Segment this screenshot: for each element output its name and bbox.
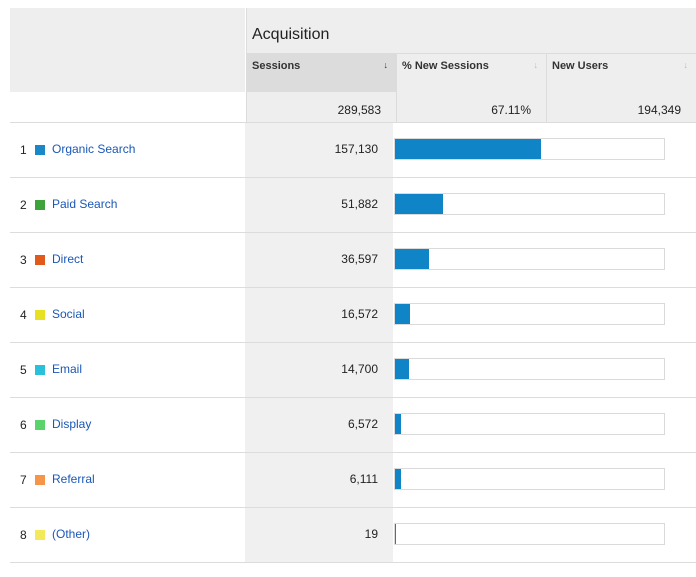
- table-row: 4 Social 16,572: [10, 288, 696, 343]
- channel-link[interactable]: Display: [52, 417, 92, 431]
- percent-bar: [394, 358, 665, 380]
- row-rank: 7: [20, 473, 27, 487]
- channel-color-swatch: [35, 145, 45, 155]
- row-rank: 8: [20, 528, 27, 542]
- column-header-sessions[interactable]: Sessions ↓: [246, 53, 396, 92]
- row-rank: 2: [20, 198, 27, 212]
- percent-bar: [394, 138, 665, 160]
- row-rank: 4: [20, 308, 27, 322]
- channel-link[interactable]: Paid Search: [52, 197, 118, 211]
- channel-link[interactable]: Direct: [52, 252, 84, 266]
- table-row: 7 Referral 6,111: [10, 453, 696, 508]
- percent-bar-fill: [395, 359, 409, 379]
- sessions-cell: 14,700: [245, 343, 393, 397]
- sessions-cell: 51,882: [245, 178, 393, 232]
- percent-bar: [394, 468, 665, 490]
- percent-bar: [394, 413, 665, 435]
- sessions-value: 16,572: [341, 307, 378, 321]
- sessions-value: 6,572: [347, 417, 378, 431]
- acquisition-table: Acquisition Sessions ↓ % New Sessions ↓ …: [10, 8, 696, 563]
- total-new-users: 194,349: [546, 92, 696, 122]
- sessions-cell: 16,572: [245, 288, 393, 342]
- row-rank: 1: [20, 143, 27, 157]
- column-label-pct-new-sessions: % New Sessions: [402, 60, 489, 72]
- sessions-cell: 6,111: [245, 453, 393, 507]
- acquisition-group-label: Acquisition: [252, 26, 330, 43]
- sessions-value: 51,882: [341, 197, 378, 211]
- arrow-down-icon[interactable]: ↓: [533, 60, 539, 70]
- sessions-value: 14,700: [341, 362, 378, 376]
- table-row: 5 Email 14,700: [10, 343, 696, 398]
- percent-bar-fill: [395, 249, 429, 269]
- table-body: 1 Organic Search 157,130 2 Paid Search 51,882…: [10, 122, 696, 563]
- dimension-header-cell: [10, 8, 245, 92]
- table-header: Acquisition Sessions ↓ % New Sessions ↓ …: [10, 8, 696, 122]
- total-pct-new-sessions: 67.11%: [396, 92, 546, 122]
- sessions-cell: 36,597: [245, 233, 393, 287]
- channel-color-swatch: [35, 530, 45, 540]
- row-rank: 5: [20, 363, 27, 377]
- channel-color-swatch: [35, 420, 45, 430]
- table-row: 1 Organic Search 157,130: [10, 123, 696, 178]
- arrow-down-icon[interactable]: ↓: [683, 60, 689, 70]
- channel-link[interactable]: Email: [52, 362, 83, 376]
- column-label-sessions: Sessions: [252, 60, 301, 72]
- percent-bar: [394, 248, 665, 270]
- table-row: 3 Direct 36,597: [10, 233, 696, 288]
- sessions-cell: 6,572: [245, 398, 393, 452]
- percent-bar-fill: [395, 469, 401, 489]
- sessions-value: 36,597: [341, 252, 378, 266]
- channel-link[interactable]: (Other): [52, 527, 91, 541]
- percent-bar: [394, 193, 665, 215]
- table-row: 6 Display 6,572: [10, 398, 696, 453]
- table-row: 8 (Other) 19: [10, 508, 696, 563]
- channel-link[interactable]: Social: [52, 307, 85, 321]
- column-label-new-users: New Users: [552, 60, 609, 72]
- totals-label-cell: [10, 92, 246, 122]
- percent-bar-fill: [395, 414, 401, 434]
- percent-bar-fill: [395, 524, 396, 544]
- sessions-value: 157,130: [334, 142, 378, 156]
- arrow-down-icon[interactable]: ↓: [383, 60, 389, 70]
- percent-bar: [394, 303, 665, 325]
- channel-link[interactable]: Organic Search: [52, 142, 136, 156]
- sessions-value: 19: [364, 527, 378, 541]
- percent-bar-fill: [395, 304, 410, 324]
- row-rank: 3: [20, 253, 27, 267]
- channel-link[interactable]: Referral: [52, 472, 95, 486]
- row-rank: 6: [20, 418, 27, 432]
- table-row: 2 Paid Search 51,882: [10, 178, 696, 233]
- channel-color-swatch: [35, 255, 45, 265]
- column-header-pct-new-sessions[interactable]: % New Sessions ↓: [396, 53, 546, 92]
- channel-color-swatch: [35, 310, 45, 320]
- percent-bar-fill: [395, 194, 443, 214]
- sessions-value: 6,111: [349, 472, 378, 486]
- channel-color-swatch: [35, 365, 45, 375]
- total-sessions: 289,583: [246, 92, 396, 122]
- acquisition-group-header: Acquisition: [246, 8, 696, 53]
- sessions-cell: 19: [245, 508, 393, 562]
- percent-bar-fill: [395, 139, 541, 159]
- channel-color-swatch: [35, 475, 45, 485]
- channel-color-swatch: [35, 200, 45, 210]
- column-header-new-users[interactable]: New Users ↓: [546, 53, 696, 92]
- percent-bar: [394, 523, 665, 545]
- sessions-cell: 157,130: [245, 123, 393, 177]
